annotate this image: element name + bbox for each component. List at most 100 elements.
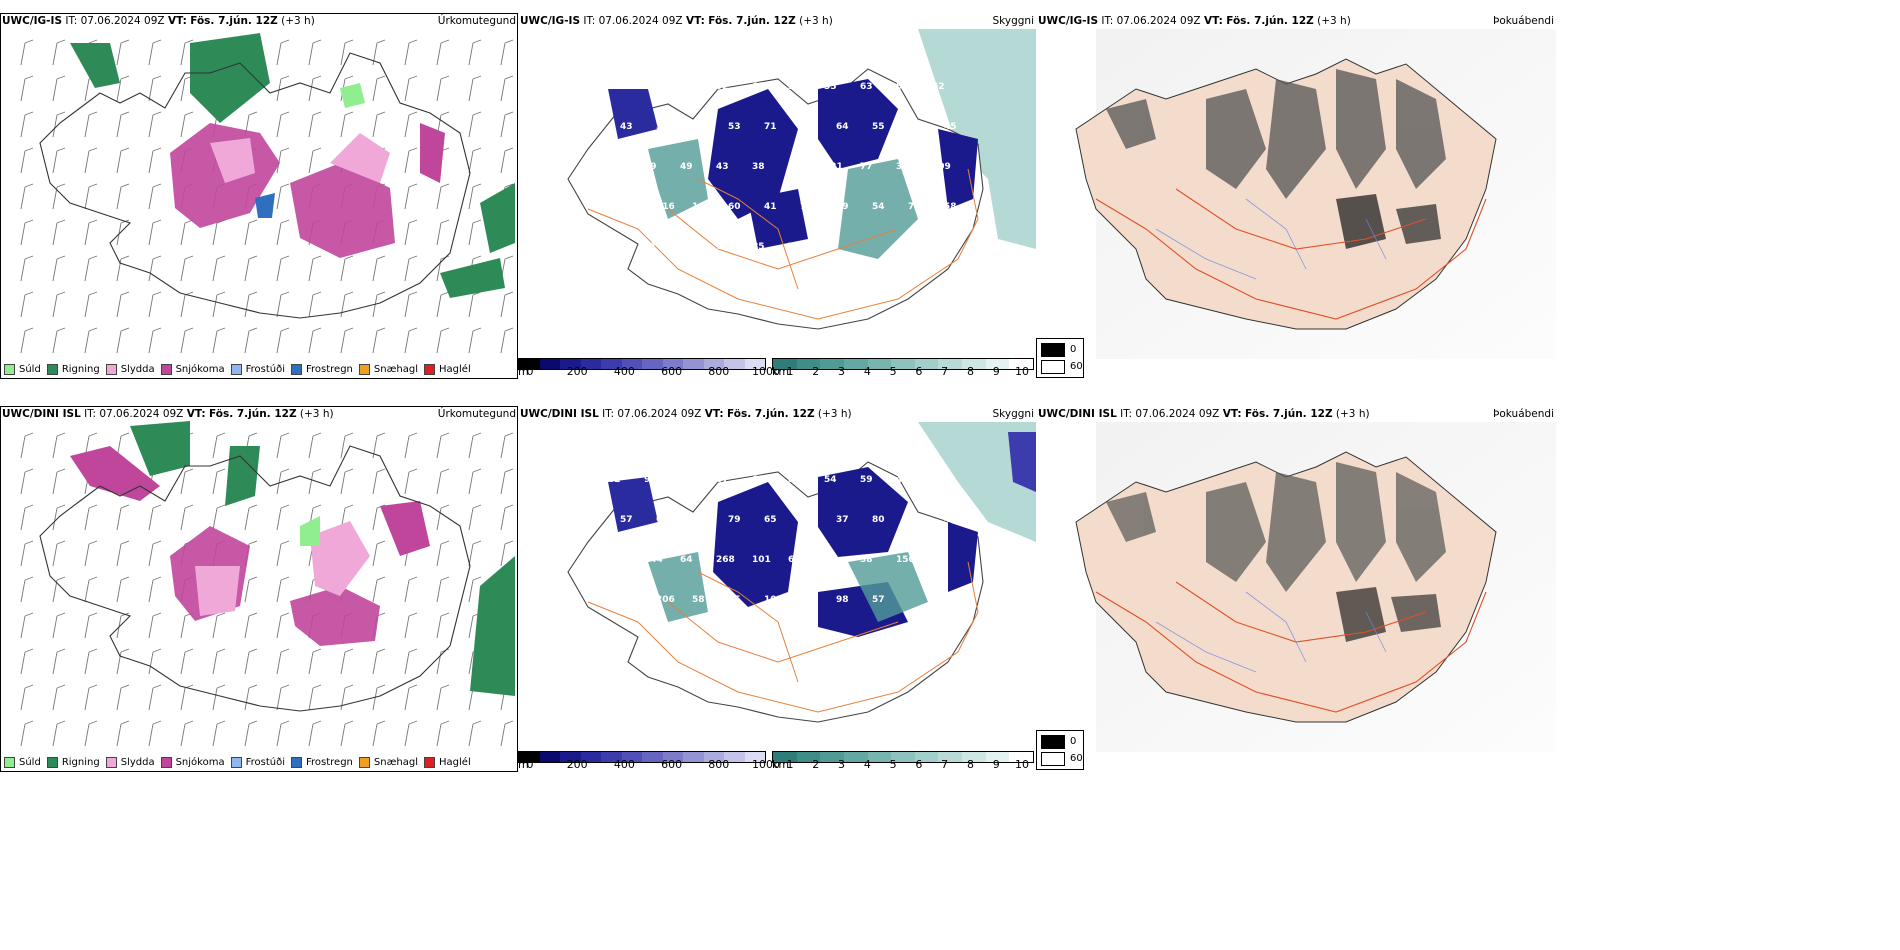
visibility-value-label: 70 — [908, 202, 921, 212]
valid-time-label: VT: — [1222, 408, 1242, 420]
tick-label: 2 — [812, 758, 820, 771]
visibility-panel-top: UWC/IG-IS IT: 07.06.2024 09Z VT: Fös. 7.… — [518, 13, 1036, 379]
fog-shading — [1106, 69, 1446, 249]
visibility-value-label: 71 — [764, 122, 777, 132]
init-time: IT: 07.06.2024 09Z — [65, 15, 165, 27]
panel-title: Skyggni — [992, 408, 1035, 420]
visibility-value-label: 47 — [896, 475, 909, 485]
tick-label: 8 — [966, 758, 974, 771]
init-time: IT: 07.06.2024 09Z — [602, 408, 702, 420]
legend-item: Haglél — [424, 364, 471, 375]
tick-label: 200 — [566, 758, 588, 771]
visibility-value-label: 62 — [656, 515, 669, 525]
visibility-value-label: 79 — [716, 242, 729, 252]
visibility-value-label: 89 — [608, 555, 621, 565]
visibility-value-label: 69 — [752, 475, 765, 485]
visibility-value-label: 142 — [692, 202, 711, 212]
visibility-value-label: 45 — [932, 475, 945, 485]
tick-label: 5 — [889, 758, 897, 771]
visibility-value-label: 43 — [716, 162, 729, 172]
model-name: UWC/DINI ISL — [520, 408, 599, 420]
visibility-value-label: 38 — [752, 162, 765, 172]
visibility-value-label: 93 — [692, 122, 705, 132]
fog-shading — [1106, 462, 1446, 642]
visibility-value-label: 64 — [680, 555, 693, 565]
visibility-value-labels: 73 80 81 92 60 50 55 63 57 62 43 36 93 53 71 51 64 55 90 45… — [608, 82, 957, 252]
fog-label-high: 0 — [1070, 736, 1077, 747]
visibility-value-label: 62 — [932, 82, 945, 92]
visibility-value-label: 83 — [680, 475, 693, 485]
visibility-value-label: 58 — [692, 595, 705, 605]
tick-label: 4 — [863, 365, 871, 378]
panel-title: Úrkomutegund — [437, 15, 516, 27]
tick-label: 800 — [708, 365, 730, 378]
elevation-unit: m — [518, 758, 529, 771]
visibility-value-label: 60 — [728, 202, 741, 212]
visibility-value-label: 55 — [824, 82, 837, 92]
tick-label: 6 — [915, 365, 923, 378]
lead-time: (+3 h) — [281, 15, 315, 27]
visibility-value-label: 90 — [908, 122, 921, 132]
visibility-unit: km — [772, 365, 790, 378]
visibility-value-label: 79 — [788, 242, 801, 252]
coastline — [39, 52, 471, 319]
visibility-value-label: 73 — [608, 82, 621, 92]
init-time: IT: 07.06.2024 09Z — [583, 15, 683, 27]
legend-item: Snjókoma — [160, 757, 225, 768]
visibility-value-label: 101 — [752, 555, 771, 565]
visibility-value-label: 63 — [680, 242, 693, 252]
panel-header: UWC/DINI ISL IT: 07.06.2024 09Z VT: Fös.… — [1038, 408, 1556, 424]
tick-label: 10 — [1015, 365, 1029, 378]
visibility-value-label: 65 — [764, 515, 777, 525]
visibility-value-label: 45 — [944, 122, 957, 132]
visibility-map: 73 80 81 92 60 50 55 63 57 62 43 36 93 53 71 51 64 55 90 45… — [567, 29, 1036, 330]
visibility-value-label: 65 — [788, 555, 801, 565]
visibility-value-label: 68 — [620, 202, 633, 212]
elevation-colorbar — [518, 358, 766, 370]
model-name: UWC/DINI ISL — [2, 408, 81, 420]
visibility-value-label: 92 — [716, 82, 729, 92]
tick-label: 2 — [812, 365, 820, 378]
legend-item: Rigning — [46, 364, 100, 375]
fog-label-low: 60 — [1070, 361, 1083, 372]
legend-item: Rigning — [46, 757, 100, 768]
visibility-unit: km — [772, 758, 790, 771]
init-time: IT: 07.06.2024 09Z — [1120, 408, 1220, 420]
tick-label: 600 — [661, 365, 683, 378]
visibility-value-label: 78 — [800, 202, 813, 212]
panel-header: UWC/IG-IS IT: 07.06.2024 09Z VT: Fös. 7.… — [520, 15, 1036, 31]
tick-label: 9 — [992, 758, 1000, 771]
visibility-value-label: 54 — [872, 202, 885, 212]
tick-label: 5 — [889, 365, 897, 378]
fog-legend-bottom: 0 60 — [1036, 730, 1084, 770]
visibility-value-label: 76 — [608, 242, 621, 252]
visibility-value-label: 41 — [764, 202, 777, 212]
legend-item: Slydda — [105, 757, 155, 768]
visibility-value-label: 51 — [800, 122, 813, 132]
wind-barbs — [20, 432, 514, 747]
visibility-value-label: 82 — [620, 595, 633, 605]
elevation-colorbar — [518, 751, 766, 763]
valid-time-label: VT: — [167, 15, 187, 27]
legend-item: Haglél — [424, 757, 471, 768]
visibility-value-label: 100 — [608, 162, 627, 172]
tick-label: 3 — [838, 365, 846, 378]
visibility-value-label: 116 — [656, 202, 675, 212]
valid-time: Fös. 7.jún. 12Z — [190, 15, 278, 27]
tick-label: 600 — [661, 758, 683, 771]
visibility-colorbar — [772, 751, 1034, 763]
panel-title: Þokuábendi — [1493, 408, 1554, 420]
visibility-value-label: 50 — [788, 82, 801, 92]
visibility-value-label: 82 — [608, 475, 621, 485]
fog-panel-bottom: UWC/DINI ISL IT: 07.06.2024 09Z VT: Fös.… — [1036, 406, 1556, 772]
precip-panel-bottom: UWC/DINI ISL IT: 07.06.2024 09Z VT: Fös.… — [0, 406, 518, 772]
tick-label: 3 — [838, 758, 846, 771]
lead-time: (+3 h) — [1335, 408, 1370, 420]
fog-swatch-high — [1041, 343, 1065, 357]
visibility-value-label: 150 — [896, 555, 915, 565]
visibility-value-label: 91 — [800, 515, 813, 525]
visibility-value-label: 43 — [620, 122, 633, 132]
visibility-value-label: 57 — [692, 515, 705, 525]
visibility-value-label: 49 — [680, 162, 693, 172]
legend-item: Súld — [4, 757, 41, 768]
